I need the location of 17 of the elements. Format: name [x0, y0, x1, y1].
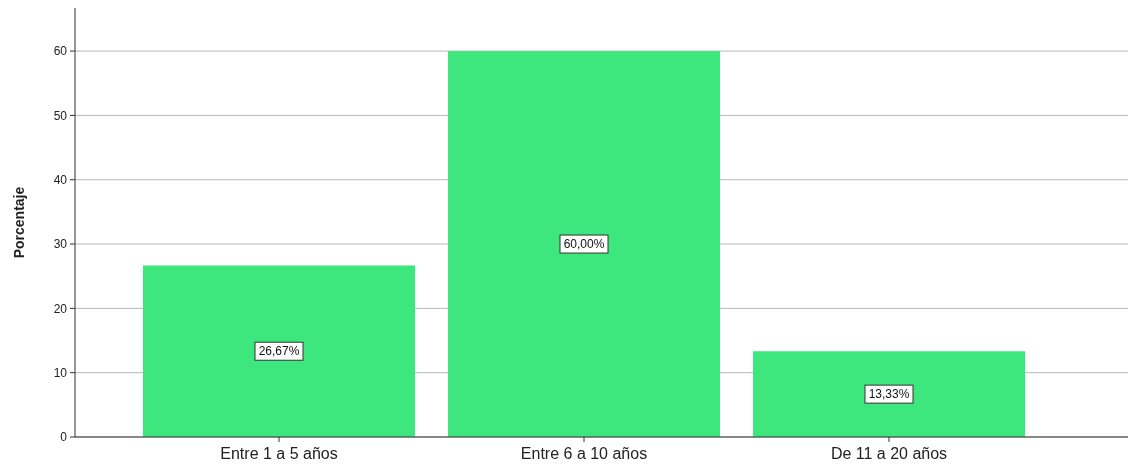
x-tick-label: Entre 6 a 10 años — [520, 445, 648, 462]
data-label: 60,00% — [563, 237, 605, 252]
y-tick-label: 60 — [53, 44, 68, 59]
x-tick-label: Entre 1 a 5 años — [220, 445, 338, 462]
y-tick-label: 40 — [53, 172, 68, 187]
bar — [447, 51, 721, 437]
y-tick-label: 10 — [53, 365, 68, 380]
bar — [142, 265, 416, 437]
y-tick-label: 30 — [53, 237, 68, 252]
y-tick-label: 0 — [60, 430, 68, 445]
data-label: 26,67% — [258, 344, 300, 359]
x-tick-label: De 11 a 20 años — [830, 445, 948, 462]
y-tick-label: 50 — [53, 108, 68, 123]
bar — [752, 351, 1026, 437]
data-label: 13,33% — [868, 387, 910, 402]
y-tick-label: 20 — [53, 301, 68, 316]
y-axis-title: Porcentaje — [11, 186, 27, 259]
